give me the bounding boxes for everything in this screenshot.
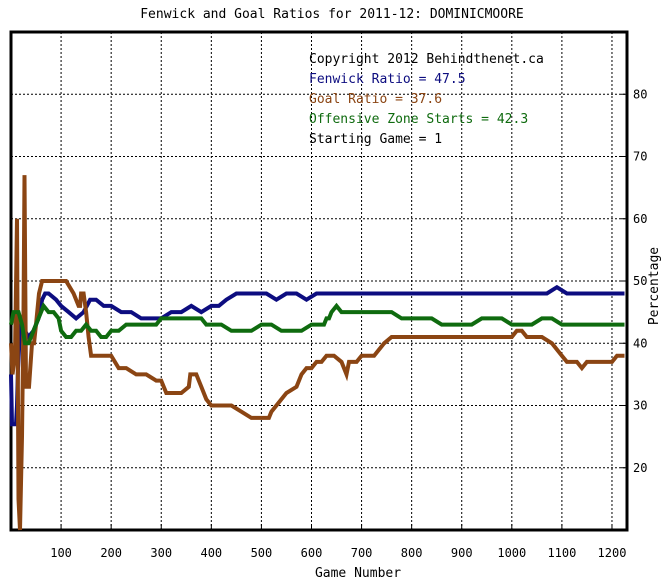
- x-tick-label: 400: [200, 546, 222, 560]
- annotation-4: Starting Game = 1: [309, 132, 442, 147]
- series-line-0: [9, 284, 625, 427]
- annotation-1: Fenwick Ratio = 47.5: [309, 72, 466, 87]
- annotation-3: Offensive Zone Starts = 42.3: [309, 112, 528, 127]
- x-tick-label: 1200: [598, 546, 627, 560]
- x-tick-label: 100: [50, 546, 72, 560]
- x-tick-label: 200: [100, 546, 122, 560]
- y-tick-label: 80: [633, 87, 647, 101]
- series-lines: [9, 175, 625, 531]
- x-tick-label: 1000: [497, 546, 526, 560]
- y-tick-label: 50: [633, 274, 647, 288]
- y-tick-label: 70: [633, 150, 647, 164]
- y-tick-label: 40: [633, 336, 647, 350]
- chart-title: Fenwick and Goal Ratios for 2011-12: DOM…: [140, 7, 524, 22]
- annotations: Copyright 2012 Behindthenet.ca Fenwick Ra…: [309, 52, 544, 147]
- y-tick-label: 20: [633, 461, 647, 475]
- x-axis-label: Game Number: [315, 566, 401, 580]
- x-axis-ticks: 100 200 300 400 500 600 700 800 900 1000 1100 1200: [50, 524, 626, 560]
- annotation-2: Goal Ratio = 37.6: [309, 92, 442, 107]
- x-tick-label: 900: [451, 546, 473, 560]
- x-tick-label: 300: [150, 546, 172, 560]
- x-tick-label: 800: [401, 546, 423, 560]
- y-tick-label: 60: [633, 212, 647, 226]
- x-tick-label: 700: [351, 546, 373, 560]
- series-line-1: [9, 175, 625, 531]
- series-line-2: [9, 302, 625, 346]
- x-tick-label: 1100: [547, 546, 576, 560]
- y-axis-label: Percentage: [647, 247, 662, 325]
- y-axis-ticks: 20 30 40 50 60 70 80: [621, 87, 647, 475]
- y-tick-label: 30: [633, 399, 647, 413]
- annotation-0: Copyright 2012 Behindthenet.ca: [309, 52, 544, 67]
- x-tick-label: 500: [251, 546, 273, 560]
- x-tick-label: 600: [301, 546, 323, 560]
